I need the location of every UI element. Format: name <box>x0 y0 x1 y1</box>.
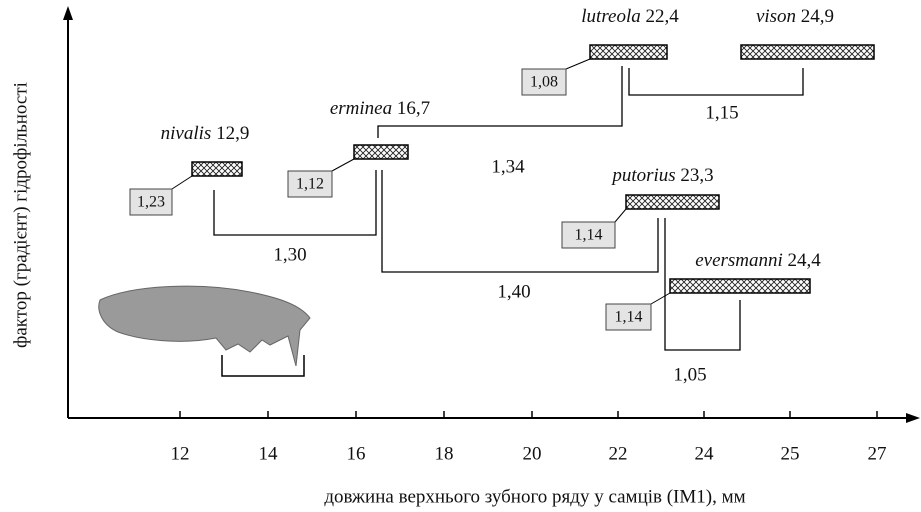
range-bar <box>354 145 408 159</box>
x-tick-label: 22 <box>609 443 628 464</box>
leader-line <box>566 59 590 69</box>
species-value: 23,3 <box>680 165 713 186</box>
species-label: putorius 23,3 <box>610 165 713 186</box>
link-label: 1,40 <box>497 281 530 302</box>
ratio-label: 1,14 <box>615 309 643 326</box>
x-arrow <box>906 413 920 423</box>
y-arrow <box>63 6 73 20</box>
species-label: nivalis 12,9 <box>161 123 250 144</box>
link-label: 1,05 <box>673 364 706 385</box>
species-name: vison <box>756 6 796 27</box>
species-label: eversmanni 24,4 <box>695 250 821 271</box>
species-label: lutreola 22,4 <box>581 6 679 27</box>
x-tick-label: 25 <box>781 443 800 464</box>
range-bar <box>741 45 874 59</box>
link-label: 1,30 <box>273 244 306 265</box>
x-tick-label: 27 <box>868 443 887 464</box>
x-axis-label: довжина верхнього зубного ряду у самців … <box>324 486 745 507</box>
species-name: lutreola <box>581 6 640 27</box>
species-name: putorius <box>610 165 675 186</box>
ratio-label: 1,23 <box>137 194 165 211</box>
link-label: 1,34 <box>491 156 525 177</box>
species-name: nivalis <box>161 123 212 144</box>
species-name: erminea <box>330 98 392 119</box>
leader-line <box>615 209 626 222</box>
skull <box>99 286 310 376</box>
ratio-label: 1,14 <box>575 227 603 244</box>
link-label: 1,15 <box>705 102 738 123</box>
range-bar <box>590 45 667 59</box>
leader-line <box>651 293 670 304</box>
species-value: 12,9 <box>216 123 249 144</box>
skull-shape <box>99 286 310 366</box>
x-tick-label: 18 <box>435 443 454 464</box>
ratio-label: 1,12 <box>296 176 324 193</box>
species-name: eversmanni <box>695 250 783 271</box>
species-value: 24,9 <box>801 6 834 27</box>
x-tick-label: 16 <box>347 443 366 464</box>
x-tick-label: 24 <box>695 443 715 464</box>
x-tick-label: 12 <box>171 443 190 464</box>
species-label: erminea 16,7 <box>330 98 430 119</box>
species-value: 24,4 <box>788 250 822 271</box>
species-value: 16,7 <box>397 98 430 119</box>
ratio-label: 1,08 <box>530 74 558 91</box>
species-label: vison 24,9 <box>756 6 834 27</box>
range-bar <box>192 162 242 176</box>
x-tick-label: 20 <box>523 443 542 464</box>
range-bar <box>670 279 810 293</box>
leader-line <box>172 176 192 189</box>
axes <box>68 14 912 418</box>
leader-line <box>332 159 354 171</box>
tooth-row-bracket <box>222 355 304 376</box>
species-value: 22,4 <box>645 6 679 27</box>
connector <box>629 68 803 95</box>
range-bar <box>626 195 719 209</box>
y-axis-label: фактор (градієнт) гідрофільності <box>10 82 31 348</box>
x-tick-label: 14 <box>259 443 279 464</box>
diagram: довжина верхнього зубного ряду у самців … <box>0 0 921 512</box>
